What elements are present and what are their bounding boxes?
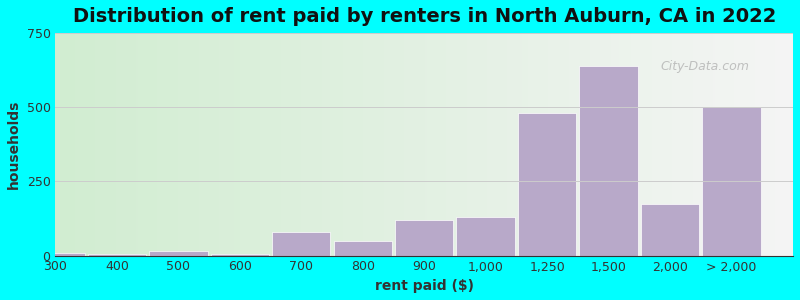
Bar (334, 241, 392, 256)
Bar (26, 253, 85, 256)
Y-axis label: households: households (7, 100, 21, 189)
Bar (88, 254, 146, 256)
X-axis label: rent paid ($): rent paid ($) (374, 279, 474, 293)
Bar (210, 254, 269, 256)
Bar (272, 232, 330, 256)
Text: City-Data.com: City-Data.com (660, 60, 749, 73)
Bar (457, 217, 515, 256)
Bar (579, 66, 638, 256)
Bar (641, 204, 699, 256)
Bar (518, 113, 576, 256)
Bar (149, 251, 207, 256)
Bar (702, 107, 761, 256)
Title: Distribution of rent paid by renters in North Auburn, CA in 2022: Distribution of rent paid by renters in … (73, 7, 776, 26)
Bar (395, 220, 454, 256)
